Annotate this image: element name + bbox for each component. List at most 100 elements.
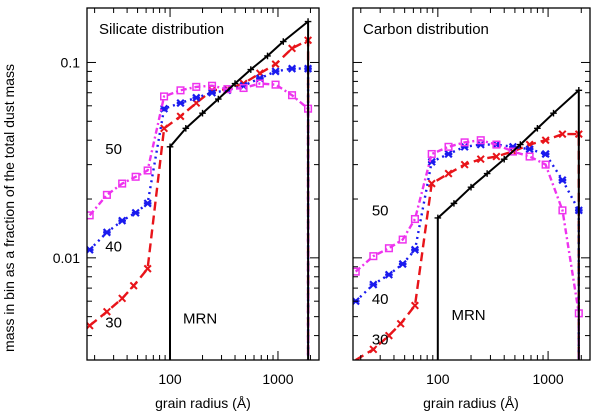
data-point <box>384 331 393 340</box>
data-point <box>460 142 469 151</box>
plot-frame <box>86 7 320 361</box>
series-line <box>355 132 580 360</box>
data-point <box>102 307 111 316</box>
y-tick-label: 0.01 <box>53 250 80 266</box>
series-50 <box>87 79 313 360</box>
data-point <box>192 93 201 102</box>
data-point <box>118 216 127 225</box>
series-MRN <box>434 87 583 360</box>
series-line <box>354 143 580 360</box>
data-point <box>223 85 232 94</box>
data-point <box>460 138 469 147</box>
data-point <box>575 87 583 94</box>
data-point <box>541 149 550 159</box>
plot-frame <box>352 7 591 361</box>
data-point <box>182 125 190 132</box>
data-point <box>192 82 201 91</box>
data-point <box>398 259 407 269</box>
series-line <box>88 82 310 360</box>
series-30 <box>355 130 583 360</box>
data-point <box>384 244 393 253</box>
data-point <box>118 294 127 303</box>
annotation: 50 <box>105 141 122 158</box>
data-point <box>434 214 442 222</box>
x-tick-label: 1000 <box>262 371 293 387</box>
data-point <box>476 155 485 164</box>
data-point <box>287 64 297 73</box>
data-point <box>369 280 378 289</box>
data-point <box>271 60 280 69</box>
annotation: 30 <box>372 332 389 349</box>
panel-carbon: 100 1000 Carbon distribution grain radius… <box>352 7 591 411</box>
series-MRN <box>166 18 312 360</box>
x-tick-label: 100 <box>426 371 450 387</box>
data-point <box>304 18 312 25</box>
x-tick-label: 100 <box>158 371 182 387</box>
data-point <box>288 44 297 53</box>
data-point <box>231 80 239 87</box>
data-point <box>483 170 491 177</box>
panel-title: Silicate distribution <box>99 21 224 38</box>
data-point <box>541 136 550 145</box>
data-point <box>176 86 185 95</box>
data-point <box>271 80 280 89</box>
data-point <box>353 267 360 276</box>
data-point <box>558 206 567 215</box>
data-point <box>118 179 127 188</box>
data-point <box>207 88 217 97</box>
data-point <box>500 155 508 163</box>
data-point <box>492 152 501 161</box>
data-point <box>247 66 255 73</box>
data-point <box>492 140 501 149</box>
series-line <box>88 39 310 360</box>
panel-silicate: 100 1000 0.01 0.1 Silicate distribution gra… <box>53 7 320 411</box>
data-point <box>264 52 271 60</box>
data-point <box>444 149 453 159</box>
data-point <box>176 112 185 121</box>
data-point <box>199 109 206 117</box>
series-line <box>354 138 580 360</box>
data-point <box>398 235 407 244</box>
data-point <box>427 179 436 188</box>
data-point <box>460 160 469 169</box>
data-point <box>369 252 378 261</box>
data-point <box>410 245 420 254</box>
annotation: 30 <box>105 315 122 332</box>
data-point <box>517 141 524 148</box>
data-point <box>160 92 169 101</box>
data-point <box>369 345 378 354</box>
data-point <box>450 200 458 207</box>
data-point <box>176 98 185 108</box>
data-point <box>166 143 174 151</box>
data-point <box>476 136 485 145</box>
data-point <box>541 160 550 169</box>
data-point <box>279 38 287 45</box>
data-point <box>143 199 152 208</box>
annotation: MRN <box>451 307 485 324</box>
panel-title: Carbon distribution <box>363 21 489 38</box>
data-point <box>131 172 140 181</box>
x-axis-label: grain radius (Å) <box>423 395 519 411</box>
data-point <box>287 91 297 100</box>
data-point <box>255 79 264 88</box>
data-point <box>87 211 94 220</box>
data-point <box>550 109 557 117</box>
data-point <box>384 270 394 279</box>
data-point <box>102 190 111 199</box>
annotation: 50 <box>372 202 389 219</box>
data-point <box>476 140 485 149</box>
series-50 <box>353 136 583 360</box>
data-point <box>427 149 436 159</box>
annotation: 40 <box>372 291 389 308</box>
series-line <box>169 20 310 360</box>
data-point <box>215 95 222 103</box>
y-tick-label: 0.1 <box>61 54 81 70</box>
data-point <box>444 169 453 178</box>
data-point <box>467 183 475 191</box>
data-point <box>525 152 534 161</box>
data-point <box>534 125 541 132</box>
x-tick-label: 1000 <box>533 371 564 387</box>
annotation: 40 <box>105 238 122 255</box>
data-point <box>143 166 152 175</box>
